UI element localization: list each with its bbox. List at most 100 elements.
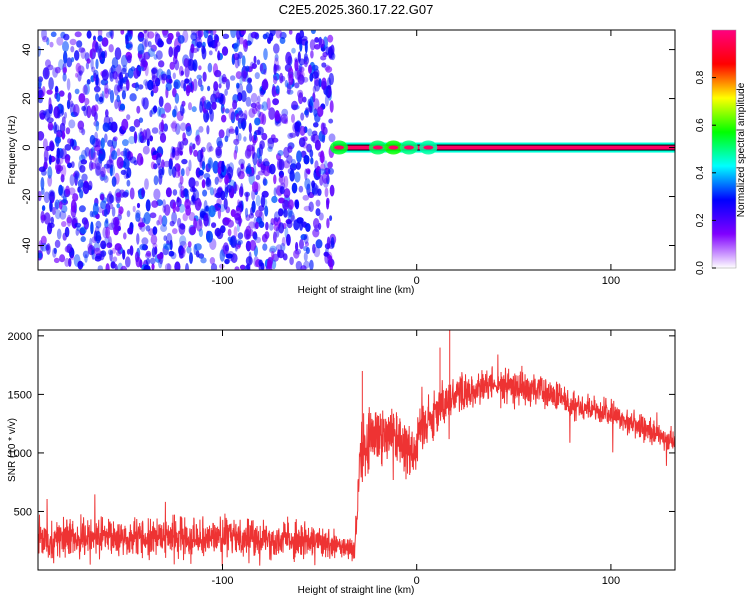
noise-speckle [116, 156, 124, 169]
noise-speckle [47, 121, 54, 131]
noise-speckle [235, 207, 242, 216]
noise-speckle [56, 228, 62, 240]
noise-speckle [82, 181, 90, 195]
noise-speckle [224, 108, 230, 114]
noise-speckle [298, 92, 304, 105]
noise-speckle [80, 236, 86, 243]
noise-speckle [168, 46, 173, 58]
noise-speckle [101, 37, 109, 47]
noise-speckle [258, 154, 263, 164]
noise-speckle [108, 44, 114, 53]
noise-speckle [129, 156, 137, 164]
signal-blob-core [423, 145, 434, 150]
noise-speckle [179, 175, 184, 185]
noise-speckle [43, 191, 50, 204]
noise-speckle [255, 209, 263, 218]
noise-speckle [303, 251, 308, 262]
noise-speckle [122, 191, 129, 198]
noise-speckle [254, 221, 259, 230]
noise-speckle [89, 210, 94, 218]
noise-speckle [189, 145, 193, 156]
noise-speckle [145, 225, 151, 232]
noise-speckle [49, 140, 54, 148]
noise-speckle [47, 166, 53, 179]
noise-speckle [185, 205, 192, 216]
noise-speckle [283, 146, 290, 159]
noise-speckle [288, 73, 294, 86]
noise-speckle [162, 199, 166, 208]
noise-speckle [95, 58, 99, 70]
noise-speckle [136, 233, 140, 245]
noise-speckle [65, 185, 70, 195]
noise-speckle [82, 84, 88, 95]
noise-speckle [203, 99, 211, 110]
noise-speckle [155, 50, 163, 60]
noise-speckle [304, 168, 308, 181]
noise-speckle [234, 242, 238, 252]
noise-speckle [64, 226, 70, 238]
noise-speckle [41, 86, 46, 97]
noise-speckle [324, 187, 329, 198]
noise-speckle [44, 67, 49, 78]
noise-speckle [279, 72, 284, 84]
noise-speckle [211, 101, 217, 110]
noise-speckle [314, 37, 320, 43]
noise-speckle [158, 122, 165, 132]
noise-speckle [174, 261, 181, 270]
noise-speckle [198, 228, 203, 238]
noise-speckle [267, 137, 275, 150]
noise-speckle [315, 208, 321, 217]
noise-speckle [253, 131, 257, 141]
noise-speckle [261, 132, 268, 141]
noise-speckle [164, 204, 171, 216]
noise-speckle [328, 167, 334, 175]
noise-speckle [121, 90, 126, 100]
noise-speckle [93, 35, 96, 42]
noise-speckle [273, 211, 280, 223]
noise-speckle [42, 110, 47, 116]
noise-speckle [315, 199, 321, 207]
signal-region [330, 140, 675, 155]
noise-speckle [201, 146, 206, 153]
noise-speckle [190, 43, 195, 54]
noise-speckle [311, 130, 318, 136]
noise-speckle [230, 209, 236, 218]
noise-speckle [158, 214, 163, 226]
noise-speckle [109, 250, 113, 262]
noise-speckle [82, 250, 89, 259]
noise-speckle [309, 96, 314, 107]
noise-speckle [207, 85, 211, 92]
noise-speckle [239, 264, 246, 270]
noise-speckle [70, 46, 75, 53]
noise-speckle [253, 55, 257, 64]
noise-speckle [303, 233, 309, 244]
noise-speckle [283, 208, 288, 218]
noise-speckle [327, 34, 334, 43]
noise-speckle [100, 166, 106, 178]
noise-speckle [303, 109, 309, 116]
spectrogram-ylabel: Frequency (Hz) [7, 116, 18, 185]
noise-speckle [100, 137, 105, 149]
noise-speckle [314, 44, 321, 50]
noise-speckle [269, 30, 276, 37]
noise-speckle [171, 166, 177, 178]
noise-speckle [141, 187, 145, 198]
noise-speckle [58, 201, 63, 210]
noise-speckle [136, 153, 143, 166]
noise-speckle [258, 221, 265, 228]
noise-speckle [172, 189, 178, 196]
noise-speckle [183, 58, 189, 68]
noise-speckle [224, 244, 229, 252]
noise-speckle [85, 62, 89, 70]
noise-speckle [320, 150, 325, 164]
noise-speckle [168, 165, 173, 177]
noise-speckle [108, 236, 112, 248]
noise-speckle [221, 46, 229, 56]
signal-blob-core [372, 145, 383, 150]
noise-speckle [53, 121, 57, 134]
noise-speckle [305, 247, 310, 254]
noise-speckle [97, 99, 103, 105]
noise-speckle [188, 102, 192, 111]
noise-speckle [293, 249, 300, 259]
